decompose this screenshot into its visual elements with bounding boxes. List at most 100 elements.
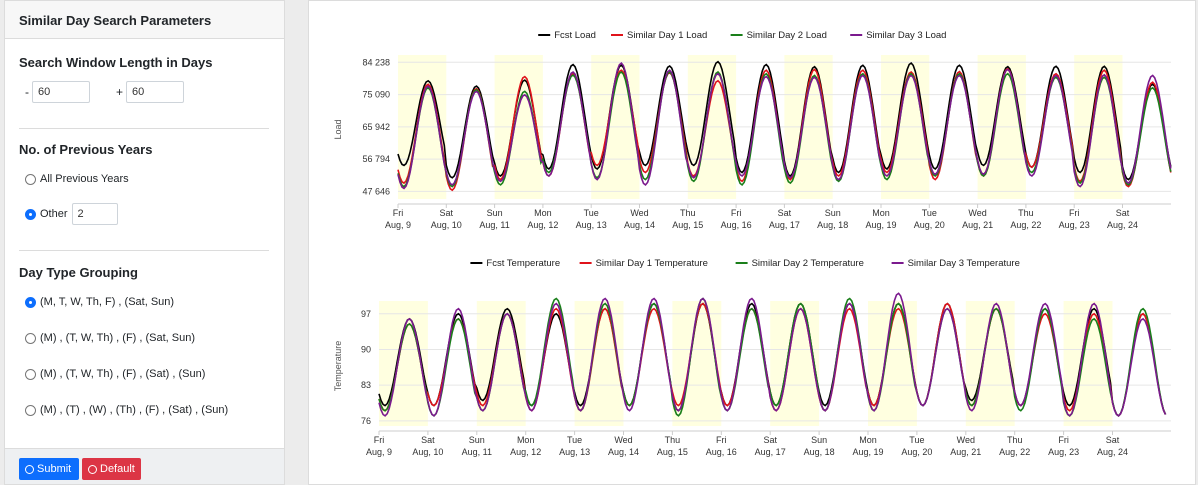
y-axis-label: Temperature <box>333 341 343 392</box>
x-tick-day-label: Mon <box>534 208 552 218</box>
legend-entry: Similar Day 1 Load <box>627 30 707 41</box>
legend-entry: Similar Day 2 Load <box>747 30 827 41</box>
x-tick-day-label: Fri <box>1058 435 1069 445</box>
default-button[interactable]: Default <box>82 458 141 480</box>
x-tick-day-label: Thu <box>1018 208 1034 218</box>
radio-circle[interactable] <box>25 173 36 185</box>
x-tick-date-label: Aug, 18 <box>817 220 848 230</box>
y-tick-label: 76 <box>361 416 371 426</box>
x-tick-day-label: Sat <box>778 208 792 218</box>
y-tick-label: 47 646 <box>362 186 390 196</box>
x-tick-day-label: Sun <box>825 208 841 218</box>
x-tick-day-label: Sat <box>440 208 454 218</box>
grouping-option-2[interactable]: (M) , (T, W, Th) , (F) , (Sat) , (Sun) <box>25 368 205 380</box>
radio-all-years[interactable]: All Previous Years <box>25 173 129 185</box>
minus-sign: - <box>25 85 29 99</box>
x-tick-day-label: Tue <box>567 435 582 445</box>
x-tick-date-label: Aug, 20 <box>901 447 932 457</box>
radio-other-label: Other <box>40 208 68 220</box>
window-minus-input[interactable] <box>32 81 90 103</box>
radio-other-years[interactable]: Other <box>25 203 118 225</box>
legend-entry: Fcst Load <box>554 30 596 41</box>
x-tick-day-label: Fri <box>1069 208 1080 218</box>
x-tick-day-label: Thu <box>680 208 696 218</box>
x-tick-day-label: Sat <box>763 435 777 445</box>
x-tick-date-label: Aug, 13 <box>559 447 590 457</box>
x-tick-date-label: Aug, 12 <box>527 220 558 230</box>
x-tick-date-label: Aug, 19 <box>852 447 883 457</box>
x-tick-day-label: Fri <box>393 208 404 218</box>
grouping-option-0[interactable]: (M, T, W, Th, F) , (Sat, Sun) <box>25 296 174 308</box>
y-tick-label: 83 <box>361 380 371 390</box>
submit-button[interactable]: Submit <box>19 458 79 480</box>
radio-circle[interactable] <box>25 368 36 380</box>
x-tick-day-label: Fri <box>374 435 385 445</box>
x-tick-date-label: Aug, 15 <box>657 447 688 457</box>
y-tick-label: 75 090 <box>362 90 390 100</box>
x-tick-date-label: Aug, 14 <box>624 220 655 230</box>
y-tick-label: 97 <box>361 309 371 319</box>
legend-entry: Similar Day 3 Temperature <box>908 258 1020 269</box>
x-tick-day-label: Mon <box>517 435 535 445</box>
x-tick-day-label: Wed <box>957 435 975 445</box>
x-tick-day-label: Sun <box>811 435 827 445</box>
y-tick-label: 56 794 <box>362 154 390 164</box>
search-window-title: Search Window Length in Days <box>19 55 213 70</box>
x-tick-day-label: Mon <box>872 208 890 218</box>
x-tick-date-label: Aug, 14 <box>608 447 639 457</box>
x-tick-day-label: Tue <box>584 208 599 218</box>
radio-circle-selected[interactable] <box>25 208 36 220</box>
grouping-option-label: (M) , (T, W, Th) , (F) , (Sat, Sun) <box>40 332 196 344</box>
x-tick-date-label: Aug, 16 <box>706 447 737 457</box>
x-tick-day-label: Sun <box>487 208 503 218</box>
legend: Fcst Load Similar Day 1 Load Similar Day 2… <box>538 30 946 41</box>
x-tick-date-label: Aug, 16 <box>721 220 752 230</box>
x-tick-date-label: Aug, 20 <box>914 220 945 230</box>
series-line-sim3 <box>397 61 1172 190</box>
x-tick-day-label: Wed <box>630 208 648 218</box>
legend-entry: Similar Day 2 Temperature <box>752 258 864 269</box>
radio-circle[interactable] <box>25 404 36 416</box>
legend-entry: Fcst Temperature <box>486 258 560 269</box>
x-tick-date-label: Aug, 10 <box>412 447 443 457</box>
window-plus-input[interactable] <box>126 81 185 103</box>
x-tick-date-label: Aug, 23 <box>1059 220 1090 230</box>
series-line-sim3 <box>378 292 1167 417</box>
x-tick-day-label: Sun <box>469 435 485 445</box>
other-years-input[interactable] <box>71 203 118 225</box>
x-tick-date-label: Aug, 24 <box>1097 447 1128 457</box>
x-tick-date-label: Aug, 10 <box>431 220 462 230</box>
x-tick-day-label: Fri <box>731 208 742 218</box>
x-tick-date-label: Aug, 24 <box>1107 220 1138 230</box>
submit-circle-icon <box>25 464 34 474</box>
x-tick-date-label: Aug, 19 <box>865 220 896 230</box>
x-tick-date-label: Aug, 22 <box>999 447 1030 457</box>
x-tick-date-label: Aug, 17 <box>769 220 800 230</box>
panel-title: Similar Day Search Parameters <box>5 1 284 39</box>
grouping-option-label: (M) , (T) , (W) , (Th) , (F) , (Sat) , (… <box>40 404 229 416</box>
divider <box>19 250 269 251</box>
y-tick-label: 65 942 <box>362 122 390 132</box>
x-tick-date-label: Aug, 21 <box>950 447 981 457</box>
x-tick-day-label: Sat <box>421 435 435 445</box>
grouping-option-label: (M) , (T, W, Th) , (F) , (Sat) , (Sun) <box>40 368 206 380</box>
x-tick-day-label: Mon <box>859 435 877 445</box>
previous-years-title: No. of Previous Years <box>19 142 153 157</box>
x-tick-date-label: Aug, 9 <box>385 220 411 230</box>
radio-circle[interactable] <box>25 332 36 344</box>
legend: Fcst Temperature Similar Day 1 Temperatur… <box>470 258 1020 269</box>
plus-sign: + <box>116 85 124 99</box>
legend-entry: Similar Day 3 Load <box>866 30 946 41</box>
charts-panel: 84 238 75 090 65 942 56 794 47 646 Load Fri Aug… <box>308 0 1196 485</box>
legend-entry: Similar Day 1 Temperature <box>596 258 708 269</box>
temperature-chart: 97 90 83 76 Temperature Fri Aug, 9 Sat Aug, 10 Su… <box>333 258 1171 457</box>
submit-label: Submit <box>37 463 72 475</box>
radio-circle-selected[interactable] <box>25 296 36 308</box>
x-tick-day-label: Tue <box>909 435 924 445</box>
grouping-option-3[interactable]: (M) , (T) , (W) , (Th) , (F) , (Sat) , (… <box>25 404 228 416</box>
x-tick-day-label: Wed <box>614 435 632 445</box>
search-parameters-panel: Similar Day Search Parameters Search Win… <box>4 0 285 485</box>
x-tick-day-label: Sat <box>1116 208 1130 218</box>
grouping-option-1[interactable]: (M) , (T, W, Th) , (F) , (Sat, Sun) <box>25 332 195 344</box>
